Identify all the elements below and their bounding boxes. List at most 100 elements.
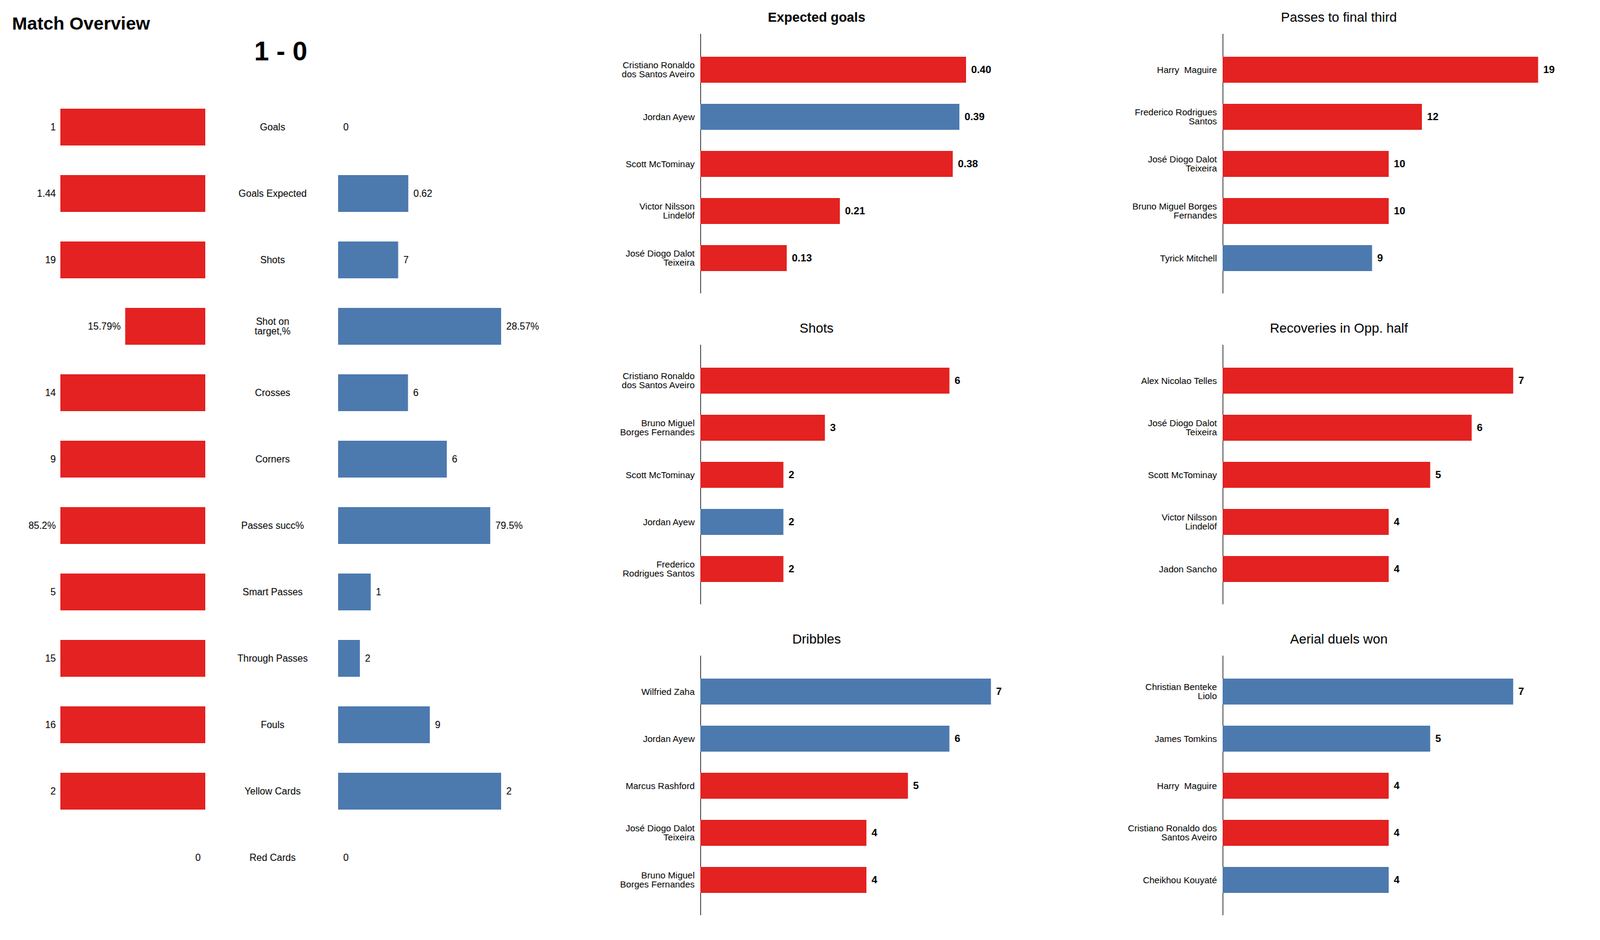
- svg-text:5: 5: [912, 780, 919, 792]
- svg-text:10: 10: [1394, 158, 1406, 170]
- svg-text:Yellow Cards: Yellow Cards: [244, 786, 301, 797]
- svg-text:4: 4: [871, 827, 878, 839]
- svg-text:2: 2: [788, 469, 794, 481]
- svg-text:5: 5: [1435, 469, 1441, 481]
- svg-text:Scott McTominay: Scott McTominay: [1147, 469, 1218, 480]
- svg-text:Christian BentekeLiolo: Christian BentekeLiolo: [1145, 681, 1217, 701]
- svg-text:Bruno MiguelBorges Fernandes: Bruno MiguelBorges Fernandes: [620, 870, 695, 890]
- svg-text:James Tomkins: James Tomkins: [1154, 733, 1217, 744]
- svg-text:7: 7: [1518, 685, 1524, 698]
- svg-text:6: 6: [1476, 422, 1483, 434]
- svg-text:Jordan Ayew: Jordan Ayew: [643, 516, 695, 528]
- svg-text:16: 16: [45, 719, 57, 730]
- svg-text:0.62: 0.62: [413, 188, 433, 199]
- svg-text:Jordan Ayew: Jordan Ayew: [643, 111, 695, 122]
- svg-text:0: 0: [343, 852, 349, 863]
- svg-text:12: 12: [1427, 111, 1439, 123]
- svg-text:19: 19: [45, 254, 57, 266]
- svg-text:19: 19: [1543, 64, 1555, 76]
- html-text:1 - 0: 1 - 0: [254, 36, 308, 66]
- svg-text:9: 9: [50, 454, 57, 465]
- svg-text:4: 4: [1394, 780, 1401, 792]
- svg-text:Fouls: Fouls: [260, 719, 285, 730]
- svg-text:0: 0: [343, 121, 349, 133]
- svg-text:Marcus Rashford: Marcus Rashford: [625, 780, 695, 791]
- svg-text:2: 2: [788, 563, 794, 575]
- svg-text:Bruno MiguelBorges Fernandes: Bruno MiguelBorges Fernandes: [620, 417, 695, 438]
- svg-text:Harry Maguire: Harry Maguire: [1156, 64, 1217, 75]
- svg-text:Jadon Sancho: Jadon Sancho: [1159, 563, 1218, 575]
- svg-text:4: 4: [1394, 874, 1401, 886]
- svg-text:Through Passes: Through Passes: [237, 653, 308, 664]
- svg-text:José Diogo DalotTeixeira: José Diogo DalotTeixeira: [625, 248, 695, 268]
- svg-text:28.57%: 28.57%: [506, 321, 540, 332]
- svg-text:5: 5: [1435, 732, 1441, 745]
- svg-text:9: 9: [434, 719, 441, 730]
- svg-text:Tyrick Mitchell: Tyrick Mitchell: [1159, 252, 1217, 264]
- svg-text:0.21: 0.21: [845, 205, 866, 217]
- svg-text:FredericoRodrigues Santos: FredericoRodrigues Santos: [622, 559, 695, 579]
- html-text:Match Overview: Match Overview: [12, 13, 150, 34]
- svg-text:Victor NilssonLindelöf: Victor NilssonLindelöf: [1161, 512, 1218, 532]
- svg-text:4: 4: [871, 874, 878, 886]
- svg-text:15.79%: 15.79%: [88, 321, 121, 332]
- svg-text:José Diogo DalotTeixeira: José Diogo DalotTeixeira: [1147, 153, 1218, 174]
- svg-text:7: 7: [403, 254, 409, 266]
- svg-text:4: 4: [1394, 563, 1401, 575]
- svg-text:1.44: 1.44: [36, 188, 56, 199]
- svg-text:85.2%: 85.2%: [28, 520, 56, 531]
- svg-text:14: 14: [45, 387, 57, 398]
- svg-text:Smart Passes: Smart Passes: [242, 586, 304, 598]
- html-text:Passes to final third: Passes to final third: [1280, 9, 1397, 25]
- svg-text:0.39: 0.39: [964, 111, 985, 123]
- svg-text:Victor NilssonLindelöf: Victor NilssonLindelöf: [639, 201, 695, 221]
- svg-text:Jordan Ayew: Jordan Ayew: [643, 733, 695, 744]
- svg-text:4: 4: [1394, 516, 1401, 528]
- svg-text:0: 0: [195, 852, 202, 863]
- svg-text:2: 2: [50, 786, 57, 797]
- svg-text:Frederico RodriguesSantos: Frederico RodriguesSantos: [1135, 106, 1218, 127]
- svg-text:3: 3: [830, 422, 836, 434]
- html-text:Expected goals: Expected goals: [767, 9, 866, 25]
- svg-text:Shots: Shots: [260, 254, 285, 266]
- svg-text:Alex Nicolao Telles: Alex Nicolao Telles: [1141, 375, 1218, 386]
- svg-text:0.13: 0.13: [792, 252, 813, 264]
- svg-text:2: 2: [365, 653, 371, 664]
- svg-text:Goals: Goals: [260, 121, 286, 133]
- svg-text:7: 7: [1518, 374, 1524, 387]
- svg-text:Wilfried Zaha: Wilfried Zaha: [641, 686, 695, 697]
- svg-text:Goals Expected: Goals Expected: [238, 188, 307, 199]
- svg-text:Cristiano Ronaldo dosSantos Av: Cristiano Ronaldo dosSantos Aveiro: [1127, 822, 1218, 843]
- svg-text:Scott McTominay: Scott McTominay: [625, 158, 695, 170]
- svg-text:José Diogo DalotTeixeira: José Diogo DalotTeixeira: [625, 822, 695, 843]
- svg-text:Cristiano Ronaldodos Santos Av: Cristiano Ronaldodos Santos Aveiro: [621, 370, 695, 391]
- svg-text:6: 6: [412, 387, 419, 398]
- svg-text:Cristiano Ronaldodos Santos Av: Cristiano Ronaldodos Santos Aveiro: [621, 59, 695, 80]
- svg-text:5: 5: [50, 586, 57, 598]
- svg-text:6: 6: [452, 454, 458, 465]
- svg-text:Bruno Miguel BorgesFernandes: Bruno Miguel BorgesFernandes: [1132, 201, 1217, 221]
- svg-text:0.40: 0.40: [971, 64, 992, 76]
- svg-text:15: 15: [45, 653, 57, 664]
- svg-text:6: 6: [954, 732, 960, 745]
- svg-text:Passes succ%: Passes succ%: [240, 520, 304, 531]
- svg-text:Scott McTominay: Scott McTominay: [625, 469, 695, 480]
- svg-text:10: 10: [1394, 205, 1406, 217]
- svg-text:Shot ontarget,%: Shot ontarget,%: [254, 316, 292, 337]
- svg-text:Cheikhou Kouyaté: Cheikhou Kouyaté: [1142, 874, 1218, 886]
- svg-text:Corners: Corners: [255, 454, 290, 465]
- svg-text:José Diogo DalotTeixeira: José Diogo DalotTeixeira: [1147, 417, 1218, 438]
- svg-text:Red Cards: Red Cards: [249, 852, 296, 863]
- svg-text:Crosses: Crosses: [254, 387, 291, 398]
- svg-text:1: 1: [376, 586, 382, 598]
- svg-text:1: 1: [50, 121, 57, 133]
- svg-text:2: 2: [788, 516, 794, 528]
- svg-text:9: 9: [1377, 252, 1383, 264]
- svg-text:6: 6: [954, 374, 960, 387]
- svg-text:4: 4: [1394, 827, 1401, 839]
- svg-text:Harry Maguire: Harry Maguire: [1156, 780, 1217, 791]
- svg-text:79.5%: 79.5%: [495, 520, 523, 531]
- svg-text:7: 7: [996, 685, 1002, 698]
- svg-text:2: 2: [506, 786, 512, 797]
- svg-text:0.38: 0.38: [958, 158, 979, 170]
